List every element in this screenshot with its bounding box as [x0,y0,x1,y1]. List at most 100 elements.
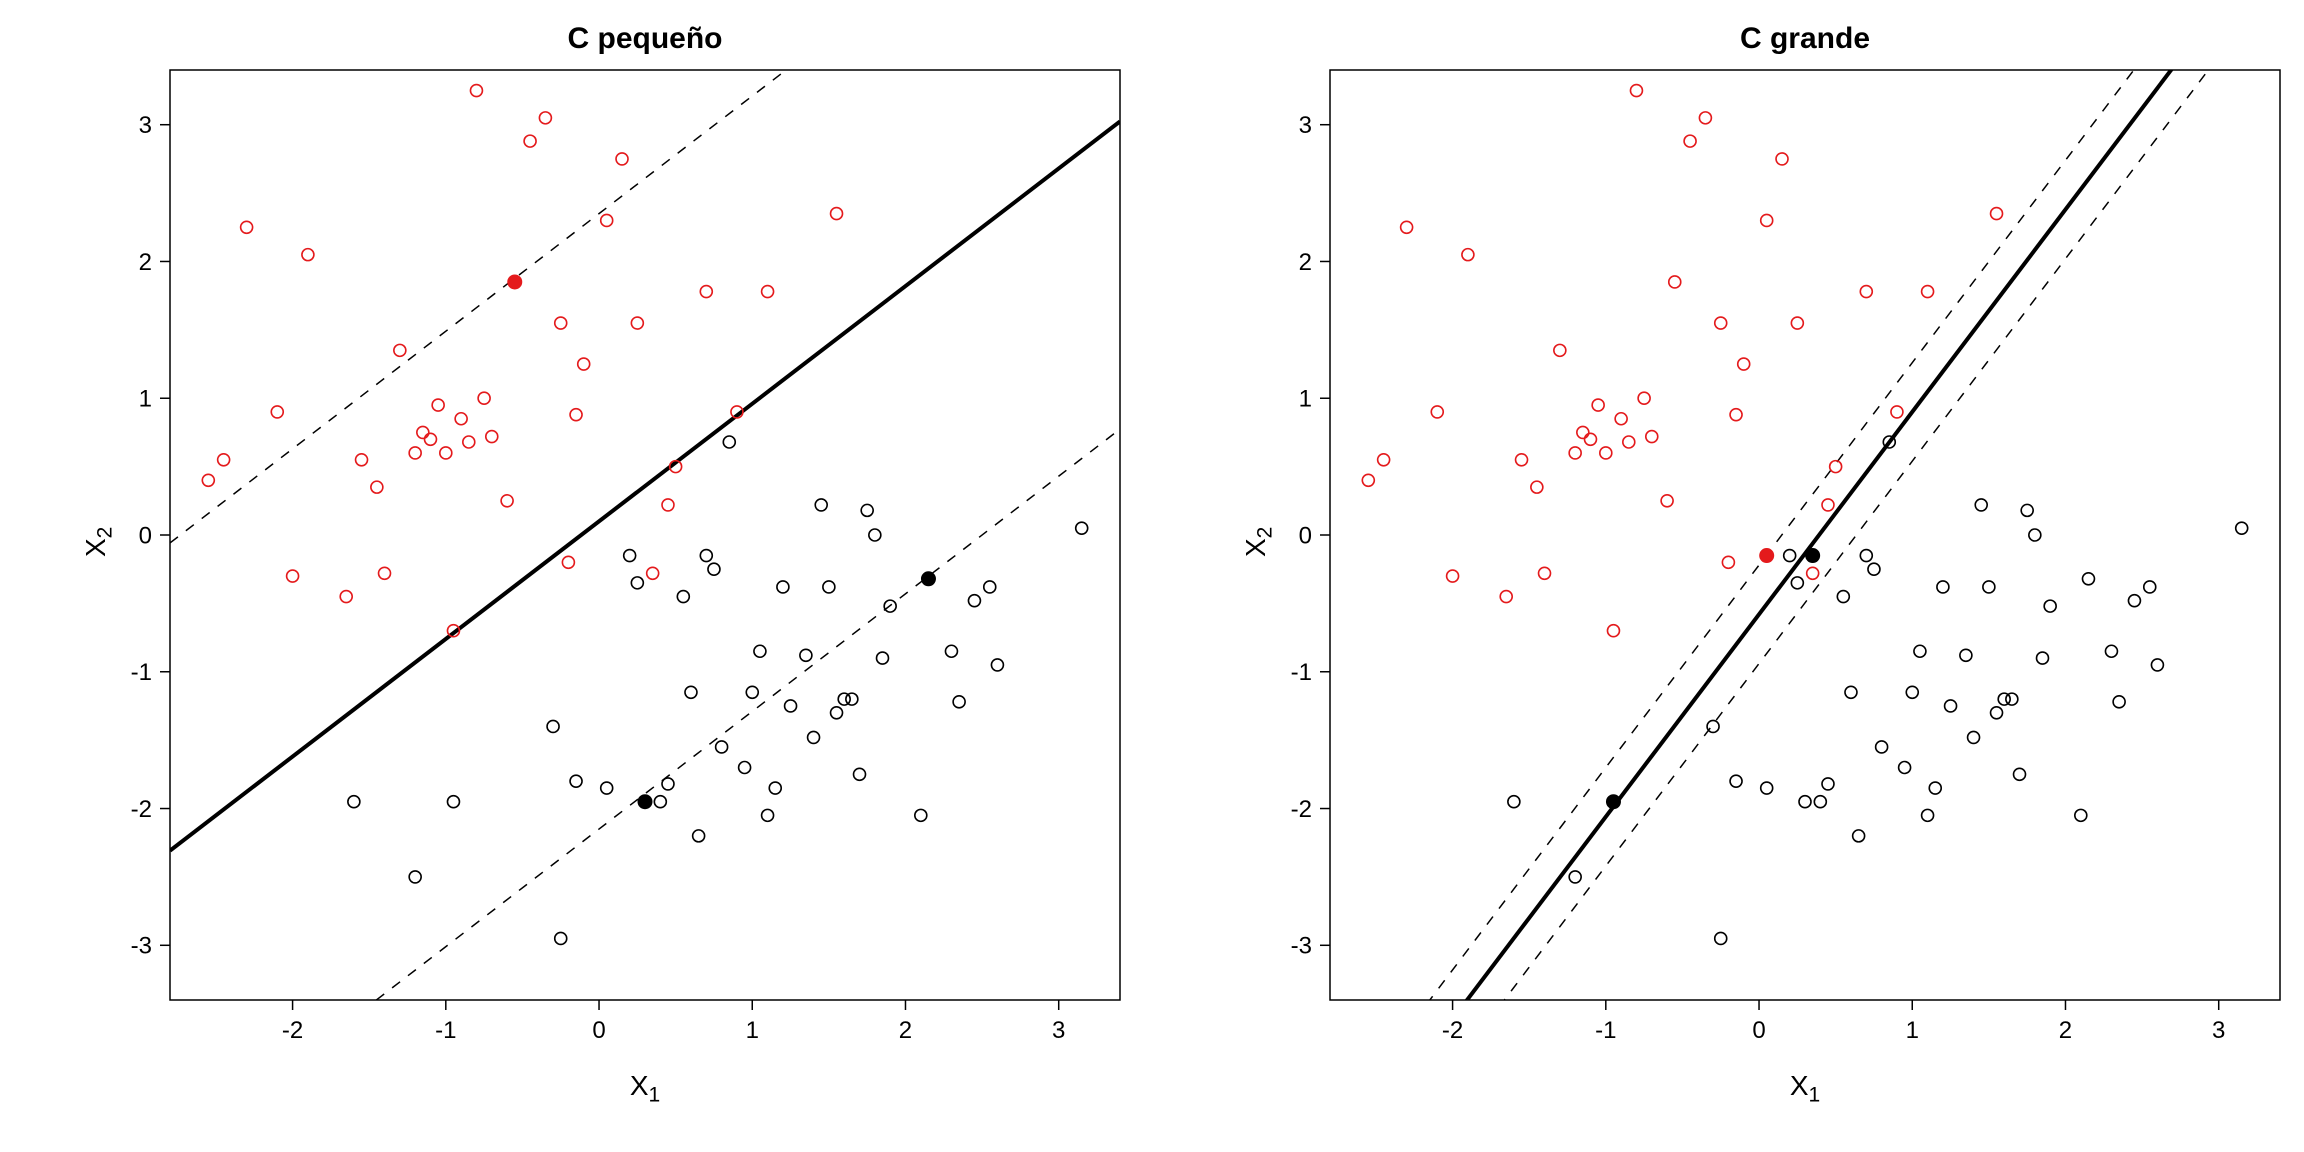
support-vector-point [921,572,935,586]
data-point-red [302,249,314,261]
data-point-black [685,686,697,698]
data-point-black [1569,871,1581,883]
data-point-black [447,796,459,808]
data-point-red [1791,317,1803,329]
y-tick-label: -3 [131,933,152,960]
data-point-red [1539,567,1551,579]
figure-container: -2-10123-3-2-10123-2-10123-3-2-10123C pe… [0,0,2304,1152]
y-axis-label: X2 [1240,527,1278,557]
data-point-red [432,399,444,411]
data-point-red [356,454,368,466]
data-point-red [409,447,421,459]
data-point-black [723,436,735,448]
data-point-black [570,775,582,787]
data-point-red [1584,433,1596,445]
data-point-red [1891,406,1903,418]
data-point-black [968,595,980,607]
data-point-red [700,286,712,298]
data-point-black [1508,796,1520,808]
support-vector-point [638,795,652,809]
x-tick-label: -1 [435,1017,456,1044]
data-point-black [2113,696,2125,708]
data-point-red [440,447,452,459]
data-point-red [562,556,574,568]
data-point-red [1554,344,1566,356]
data-point-black [1860,550,1872,562]
data-point-black [1914,645,1926,657]
data-point-black [1814,796,1826,808]
data-point-red [539,112,551,124]
data-point-red [1500,591,1512,603]
data-point-red [555,317,567,329]
data-point-red [455,413,467,425]
data-point-red [524,135,536,147]
data-point-black [2021,504,2033,516]
data-point-black [800,649,812,661]
data-point-black [677,591,689,603]
data-point-black [991,659,1003,671]
data-point-black [1968,731,1980,743]
data-point-black [953,696,965,708]
margin-line [170,429,1120,1152]
data-point-black [1715,932,1727,944]
plot-box [170,70,1120,1000]
data-point-black [662,778,674,790]
y-tick-label: 3 [139,112,152,139]
data-point-red [1592,399,1604,411]
data-point-black [1791,577,1803,589]
data-point-black [877,652,889,664]
y-tick-label: 2 [1299,249,1312,276]
data-point-red [1822,499,1834,511]
data-point-black [2128,595,2140,607]
data-point-red [762,286,774,298]
data-point-red [501,495,513,507]
support-vector-point [1606,795,1620,809]
x-tick-label: -2 [282,1017,303,1044]
data-point-red [1600,447,1612,459]
y-tick-label: 2 [139,249,152,276]
x-tick-label: 0 [1752,1017,1765,1044]
data-point-red [379,567,391,579]
data-point-black [708,563,720,575]
x-axis-label: X1 [170,1070,1120,1108]
data-point-black [1983,581,1995,593]
x-tick-label: 2 [2059,1017,2072,1044]
data-point-red [1776,153,1788,165]
data-point-red [1569,447,1581,459]
data-point-red [218,454,230,466]
data-point-black [1822,778,1834,790]
data-point-black [823,581,835,593]
data-point-black [1837,591,1849,603]
data-point-red [1715,317,1727,329]
data-point-red [1362,474,1374,486]
margin-line [170,0,1120,543]
data-point-black [2044,600,2056,612]
data-point-red [486,431,498,443]
data-point-red [1661,495,1673,507]
data-point-black [984,581,996,593]
data-point-black [1076,522,1088,534]
data-point-red [1807,567,1819,579]
data-point-black [1960,649,1972,661]
data-point-red [478,392,490,404]
data-point-red [1699,112,1711,124]
panel-title: C pequeño [170,22,1120,56]
x-tick-label: 1 [1906,1017,1919,1044]
data-point-red [1722,556,1734,568]
data-point-black [869,529,881,541]
x-tick-label: -1 [1595,1017,1616,1044]
data-point-red [662,499,674,511]
data-point-red [1531,481,1543,493]
data-point-red [470,85,482,97]
data-point-red [601,214,613,226]
data-point-black [631,577,643,589]
data-point-red [1607,625,1619,637]
data-point-black [808,731,820,743]
data-point-black [1929,782,1941,794]
data-point-red [1431,406,1443,418]
data-point-black [601,782,613,794]
scatter-points [202,85,1087,945]
support-vector-point [1806,549,1820,563]
data-point-red [1638,392,1650,404]
x-tick-label: -2 [1442,1017,1463,1044]
